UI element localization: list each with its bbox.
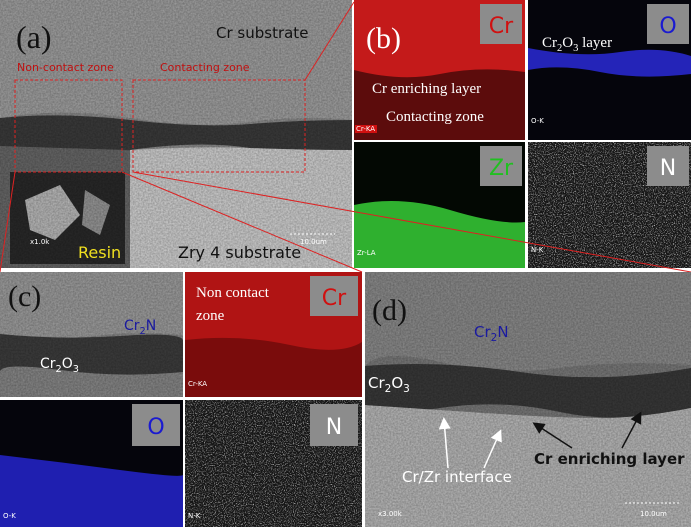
text-part: Cr: [542, 35, 557, 51]
zone-label: Contacting zone: [386, 109, 484, 125]
panel-b: Cr (b) Cr enriching layer Contacting zon…: [354, 0, 691, 268]
text-part: N: [146, 318, 156, 334]
layer-label: Cr enriching layer: [372, 81, 481, 97]
panel-label: (b): [366, 22, 401, 55]
figure: (a) Cr substrate Non-contact zone Contac…: [0, 0, 691, 527]
region-label: Resin: [78, 243, 121, 262]
element-label: N: [326, 415, 342, 440]
region-label: Cr substrate: [216, 24, 308, 42]
text-part: Cr: [474, 323, 491, 341]
text-part: Cr: [124, 318, 140, 334]
element-label: O: [659, 14, 676, 39]
zone-label: Non-contact zone: [17, 61, 114, 74]
element-label: Cr: [322, 286, 347, 311]
map-tag: N-K: [531, 246, 544, 254]
text-part: N: [497, 323, 508, 341]
panel-label: (c): [8, 280, 41, 313]
text-part: 3: [403, 383, 410, 395]
zone-label: Contacting zone: [160, 61, 250, 74]
layer-label: Cr enriching layer: [534, 450, 685, 468]
text-part: Cr: [40, 356, 56, 372]
scale-bar-label: 10.0um: [300, 238, 327, 246]
text-part: O: [62, 356, 73, 372]
panel-d: (d) Cr2N Cr2O3 Cr/Zr interface Cr enrich…: [365, 272, 691, 527]
text-part: 2: [385, 383, 392, 395]
page: body { margin: 0; width: 691px; height: …: [0, 0, 691, 527]
zone-label: zone: [196, 308, 225, 324]
panel-c: (c) Cr2N Cr2O3 Cr Non contact zone Cr-KA…: [0, 272, 362, 527]
text-part: O: [562, 35, 573, 51]
text-part: O: [391, 374, 403, 392]
map-tag: Zr-LA: [357, 249, 376, 257]
panel-a: (a) Cr substrate Non-contact zone Contac…: [0, 0, 352, 268]
map-tag: Cr-KA: [356, 125, 375, 133]
map-tag: O-K: [531, 117, 544, 125]
magnification: x1.0k: [30, 238, 50, 246]
panel-label: (d): [372, 294, 407, 327]
zone-label: Non contact: [196, 285, 270, 301]
map-tag: Cr-KA: [188, 380, 207, 388]
map-tag: O-K: [3, 512, 16, 520]
text-part: 3: [73, 364, 79, 375]
body: {"panel_a":{"label":"(a)","cr_substrate"…: [0, 0, 691, 527]
interface-label: Cr/Zr interface: [402, 468, 512, 486]
element-label: N: [660, 156, 676, 181]
scale-bar-label: 10.0um: [640, 510, 667, 518]
element-label: Zr: [489, 156, 514, 181]
text-part: layer: [578, 35, 612, 51]
map-tag: N-K: [188, 512, 201, 520]
text-part: Cr: [368, 374, 385, 392]
element-label: Cr: [489, 14, 514, 39]
text-part: 2: [491, 332, 498, 344]
image-region: [365, 272, 691, 527]
panel-label: (a): [16, 19, 52, 55]
region-label: Zry 4 substrate: [178, 243, 301, 262]
magnification: x3.00k: [378, 510, 403, 518]
element-label: O: [147, 415, 164, 440]
